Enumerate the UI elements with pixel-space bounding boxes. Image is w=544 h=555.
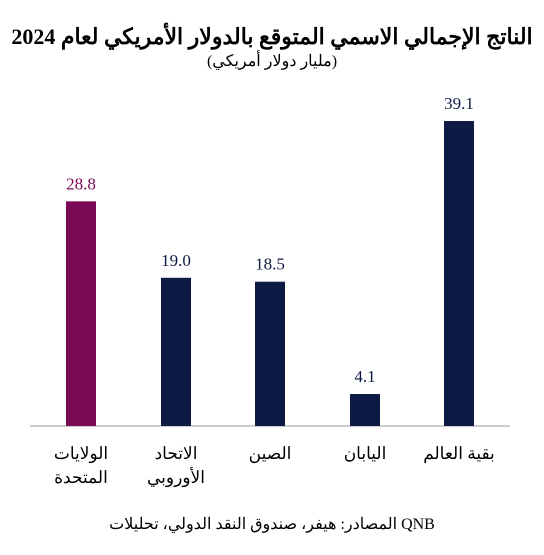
bar-value-label: 19.0 <box>161 251 191 270</box>
bar <box>255 281 285 426</box>
bar-value-label: 18.5 <box>255 255 285 274</box>
category-label: اليابان <box>344 444 387 463</box>
bar <box>66 201 96 426</box>
category-label: المتحدة <box>54 468 108 487</box>
bar <box>444 121 474 427</box>
category-label: الولايات <box>54 444 108 464</box>
source-note: المصادر: هيفر، صندوق النقد الدولي، تحليل… <box>109 516 435 533</box>
bar-value-label: 39.1 <box>444 94 474 113</box>
category-label: بقية العالم <box>423 444 495 464</box>
bar <box>161 277 191 426</box>
category-label: الأوروبي <box>147 467 205 488</box>
bar <box>350 394 380 426</box>
category-label: الاتحاد <box>155 444 198 463</box>
bar-value-label: 4.1 <box>354 367 375 386</box>
chart-subtitle: (مليار دولار أمريكي) <box>206 53 338 70</box>
chart-title: الناتج الإجمالي الاسمي المتوقع بالدولار … <box>11 24 533 49</box>
bar-value-label: 28.8 <box>66 174 96 193</box>
category-label: الصين <box>249 444 292 464</box>
